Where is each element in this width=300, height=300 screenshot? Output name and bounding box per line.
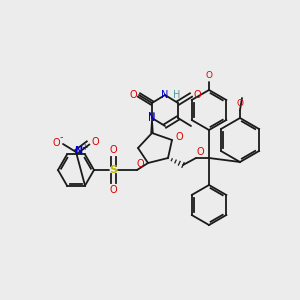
Text: O: O bbox=[109, 145, 117, 155]
Text: N: N bbox=[148, 112, 156, 122]
Text: +: + bbox=[81, 142, 87, 152]
Text: O: O bbox=[236, 98, 244, 107]
Text: -: - bbox=[59, 132, 63, 142]
Text: N: N bbox=[74, 146, 82, 156]
Text: O: O bbox=[129, 90, 137, 100]
Text: O: O bbox=[52, 138, 60, 148]
Text: O: O bbox=[91, 137, 99, 147]
Text: O: O bbox=[109, 185, 117, 195]
Text: S: S bbox=[109, 165, 117, 175]
Text: O: O bbox=[196, 147, 204, 157]
Polygon shape bbox=[151, 118, 153, 133]
Text: N: N bbox=[148, 113, 156, 123]
Text: O: O bbox=[206, 70, 212, 80]
Text: H: H bbox=[173, 90, 181, 100]
Text: O: O bbox=[193, 90, 201, 100]
Text: N: N bbox=[161, 90, 169, 100]
Text: O: O bbox=[136, 159, 144, 169]
Text: O: O bbox=[175, 132, 183, 142]
